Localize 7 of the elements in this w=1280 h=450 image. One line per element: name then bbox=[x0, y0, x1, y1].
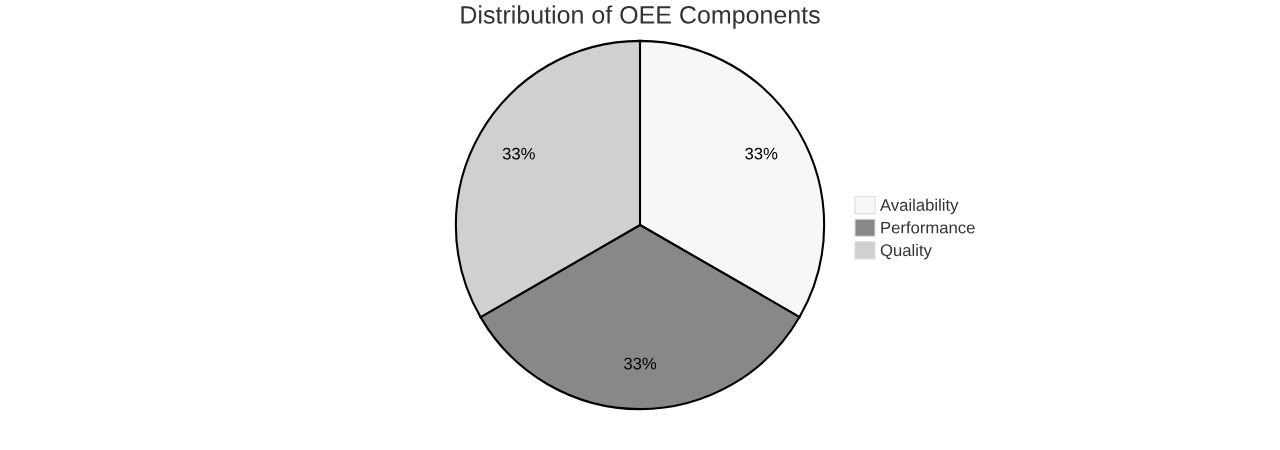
data-label: 33% bbox=[624, 357, 657, 370]
slice-label: Availability bbox=[880, 198, 959, 215]
legend-label: Quality bbox=[880, 243, 932, 260]
legend-label: Performance bbox=[881, 221, 975, 234]
data-label: 33% bbox=[745, 147, 778, 160]
data-label: 33% bbox=[502, 147, 535, 160]
chart-title: Distribution of OEE Components bbox=[461, 5, 820, 29]
